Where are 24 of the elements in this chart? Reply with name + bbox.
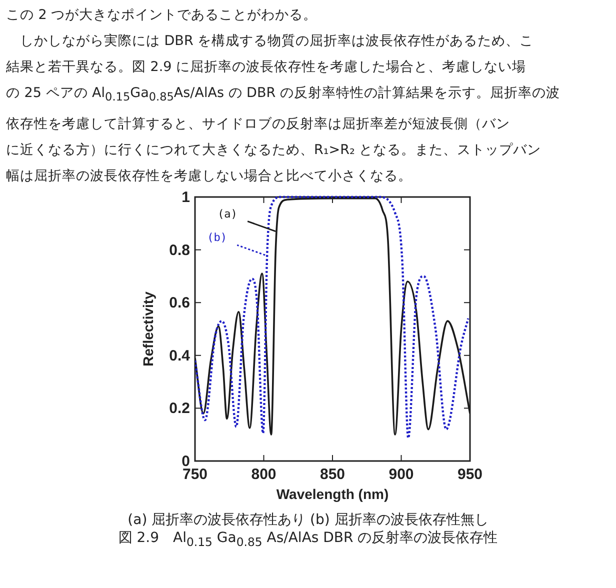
x-tick-label: 900 xyxy=(388,466,414,483)
y-axis-title: Reflectivity xyxy=(140,291,156,366)
x-tick-label: 800 xyxy=(251,466,276,483)
y-tick-label: 0.2 xyxy=(169,400,190,417)
text: に近くなる方）に行くにつれて大きくなるため、R₁>R₂ となる。また、ストップバン xyxy=(6,140,542,160)
text: (a) 屈折率の波長依存性あり (b) 屈折率の波長依存性無し xyxy=(126,510,490,529)
annotation: (a) xyxy=(218,207,238,220)
text: の 25 ペアの Al$_{0.15}$Ga$_{0.85}$As/AlAs の DBR の反射率特性の計算結果を示す。屈折率の波 xyxy=(6,84,561,106)
note-(a): (a) xyxy=(218,207,276,232)
text: この 2 つが大きなポイントであることがわかる。 xyxy=(6,6,318,25)
annotation: (b) xyxy=(207,230,227,244)
text: 依存性を考慮して計算すると、サイドロブの反射率は屈折率差が短波長側（バン xyxy=(6,114,511,134)
text: しかしながら実際には DBR を構成する物質の屈折率は波長依存性があるため、こ xyxy=(19,32,535,51)
y-tick-label: 0.6 xyxy=(169,294,190,312)
x-tick-label: 850 xyxy=(320,466,346,483)
text: 結果と若干異なる。図 2.9 に屈折率の波長依存性を考慮した場合と、考慮しない場 xyxy=(6,58,528,77)
y-tick-label: 0.8 xyxy=(169,241,190,258)
x-axis-title: Wavelength (nm) xyxy=(276,486,389,502)
x-tick-label: 950 xyxy=(457,466,483,483)
y-tick-label: 0.4 xyxy=(169,347,191,364)
text: 幅は屈折率の波長依存性を考慮しない場合と比べて小さくなる。 xyxy=(6,166,413,186)
y-tick-label: 1 xyxy=(182,188,190,206)
text: 図 2.9 Al$_{0.15}$ Ga$_{0.85}$ As/AlAs DBR の反射率の波長依存性 xyxy=(117,528,499,548)
note-(b): (b) xyxy=(207,230,266,256)
